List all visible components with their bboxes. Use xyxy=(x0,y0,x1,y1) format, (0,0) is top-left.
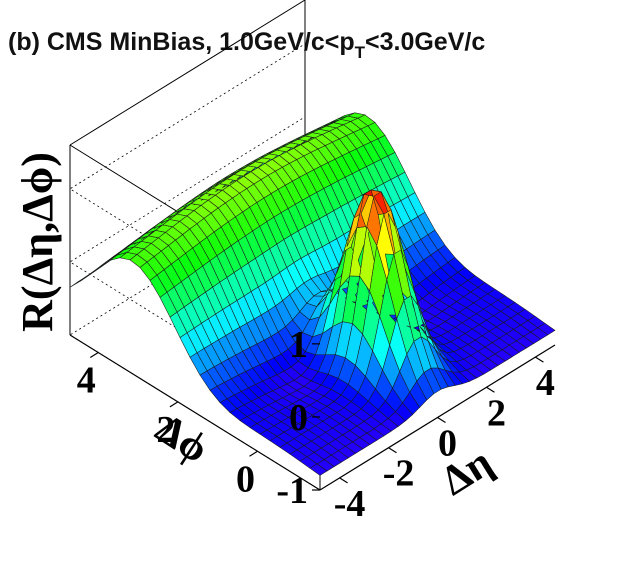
x-tick xyxy=(437,416,446,424)
y-tick xyxy=(89,352,99,359)
y-tick-label: 2 xyxy=(156,409,175,451)
x-tick xyxy=(486,386,495,393)
x-tick xyxy=(339,477,348,484)
z-tick-label: 1 xyxy=(289,324,308,366)
x-tick-label: -4 xyxy=(334,483,366,525)
surface-cell xyxy=(537,322,556,336)
x-tick xyxy=(388,447,397,454)
z-axis-title: R(Δη,Δϕ) xyxy=(13,152,62,332)
z-tick-label: -1 xyxy=(276,470,308,512)
chart-title: (b) CMS MinBias, 1.0GeV/c<pT<3.0GeV/c xyxy=(8,28,486,62)
frame-top-edge xyxy=(69,0,306,146)
x-tick-label: 4 xyxy=(536,362,555,404)
z-tick-label: 0 xyxy=(289,397,308,439)
x-tick xyxy=(535,356,544,363)
x-tick-label: -2 xyxy=(383,453,415,495)
y-tick xyxy=(169,401,179,408)
x-tick-label: 2 xyxy=(487,392,506,434)
title-subscript: T xyxy=(354,43,365,62)
surface-mesh xyxy=(69,112,556,476)
x-tick-label: 0 xyxy=(438,423,457,465)
y-tick-label: 0 xyxy=(236,458,255,500)
y-tick xyxy=(249,450,258,457)
title-suffix: <3.0GeV/c xyxy=(365,28,486,56)
y-tick-label: 4 xyxy=(77,360,96,402)
y-axis-line xyxy=(69,334,321,491)
title-prefix: (b) CMS MinBias, 1.0GeV/c<p xyxy=(8,28,355,56)
